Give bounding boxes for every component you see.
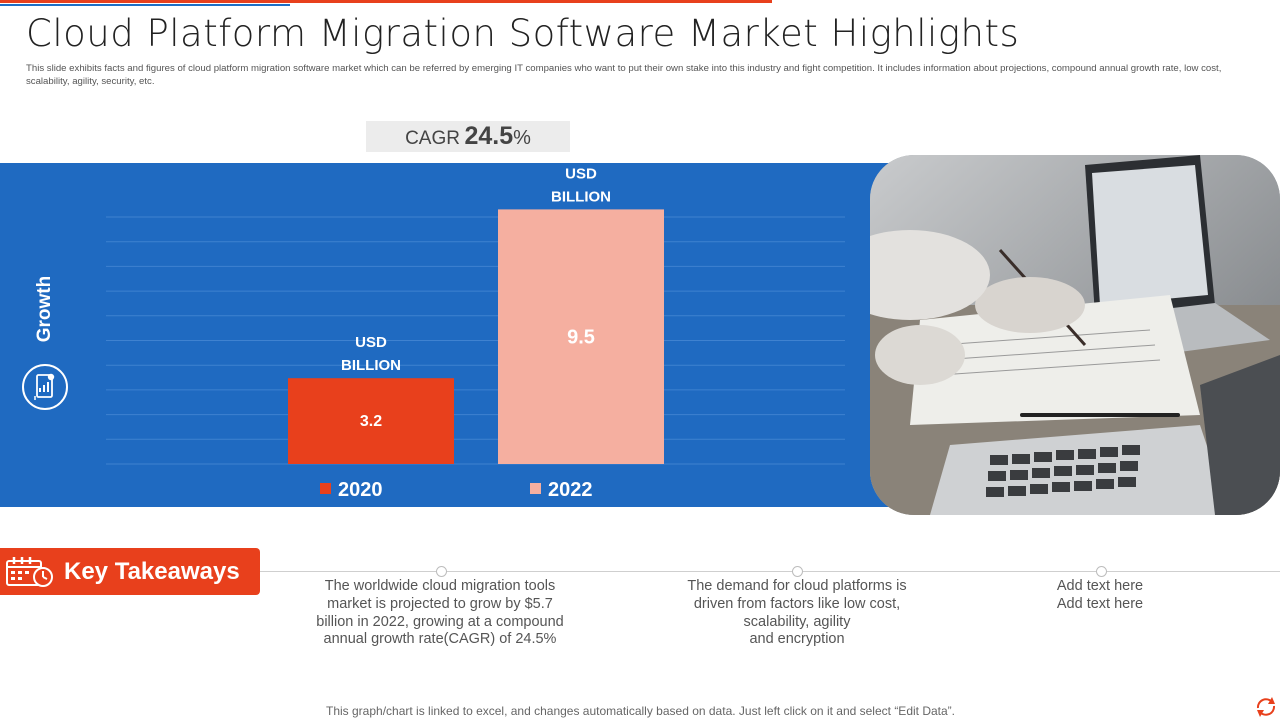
timeline-dot	[792, 566, 803, 577]
bar-unit-label: BILLION	[551, 188, 611, 205]
takeaway-line: and encryption	[749, 631, 845, 648]
cagr-unit: %	[513, 127, 531, 149]
bar-2020	[288, 378, 454, 464]
takeaway-line: annual growth rate(CAGR) of 24.5%	[323, 631, 557, 648]
cagr-badge: CAGR 24.5%	[366, 121, 570, 152]
chart-legend: 2020 2022	[320, 479, 593, 501]
legend-label: 2020	[338, 479, 383, 501]
chart-bars	[288, 209, 664, 464]
bar-value-label: 3.2	[360, 413, 382, 430]
takeaway-line: driven from factors like low cost,	[693, 595, 901, 612]
bar-2022	[498, 209, 664, 464]
legend-swatch	[320, 483, 331, 494]
timeline-line	[258, 571, 1280, 572]
calendar-clock-icon	[6, 557, 53, 587]
office-photo	[870, 155, 1280, 515]
takeaway-line: billion in 2022, growing at a compound	[316, 613, 564, 630]
takeaway-line: market is projected to grow by $5.7	[327, 595, 553, 612]
takeaway-line: The demand for cloud platforms is	[687, 578, 907, 594]
chart-labels: 3.2 USD BILLION 9.5 USD BILLION	[341, 165, 611, 430]
bar-chart: 3.2 USD BILLION 9.5 USD BILLION 2020 2022	[106, 165, 845, 501]
takeaway-line: Add text here	[1056, 595, 1144, 612]
chart-gridlines	[106, 216, 845, 465]
page-subtitle: This slide exhibits facts and figures of…	[26, 63, 1222, 87]
takeaway-item-3: Add text here Add text here	[1020, 578, 1180, 614]
legend-swatch	[530, 483, 541, 494]
takeaway-item-1: The worldwide cloud migration tools mark…	[305, 578, 575, 649]
takeaway-line: Add text here	[1056, 578, 1144, 594]
top-accent-line-blue	[0, 4, 290, 6]
timeline-dot	[1096, 566, 1107, 577]
bar-value-label: 9.5	[567, 327, 595, 349]
bar-unit-label: USD	[565, 165, 597, 182]
timeline-dot	[436, 566, 447, 577]
takeaway-line: The worldwide cloud migration tools	[324, 578, 556, 594]
page-title: Cloud Platform Migration Software Market…	[26, 12, 1020, 55]
takeaway-line: scalability, agility	[743, 613, 851, 630]
footer-note: This graph/chart is linked to excel, and…	[326, 704, 955, 718]
key-takeaways-badge: Key Takeaways	[0, 548, 260, 595]
report-chart-icon	[22, 364, 68, 410]
bar-unit-label: USD	[355, 334, 387, 351]
key-takeaways-label: Key Takeaways	[64, 558, 240, 585]
refresh-icon[interactable]	[1254, 696, 1278, 718]
cagr-label: CAGR	[405, 128, 460, 149]
bar-unit-label: BILLION	[341, 357, 401, 374]
cagr-value: 24.5	[464, 122, 514, 150]
takeaway-item-2: The demand for cloud platforms is driven…	[667, 578, 927, 649]
top-accent-line	[0, 0, 772, 3]
legend-label: 2022	[548, 479, 593, 501]
